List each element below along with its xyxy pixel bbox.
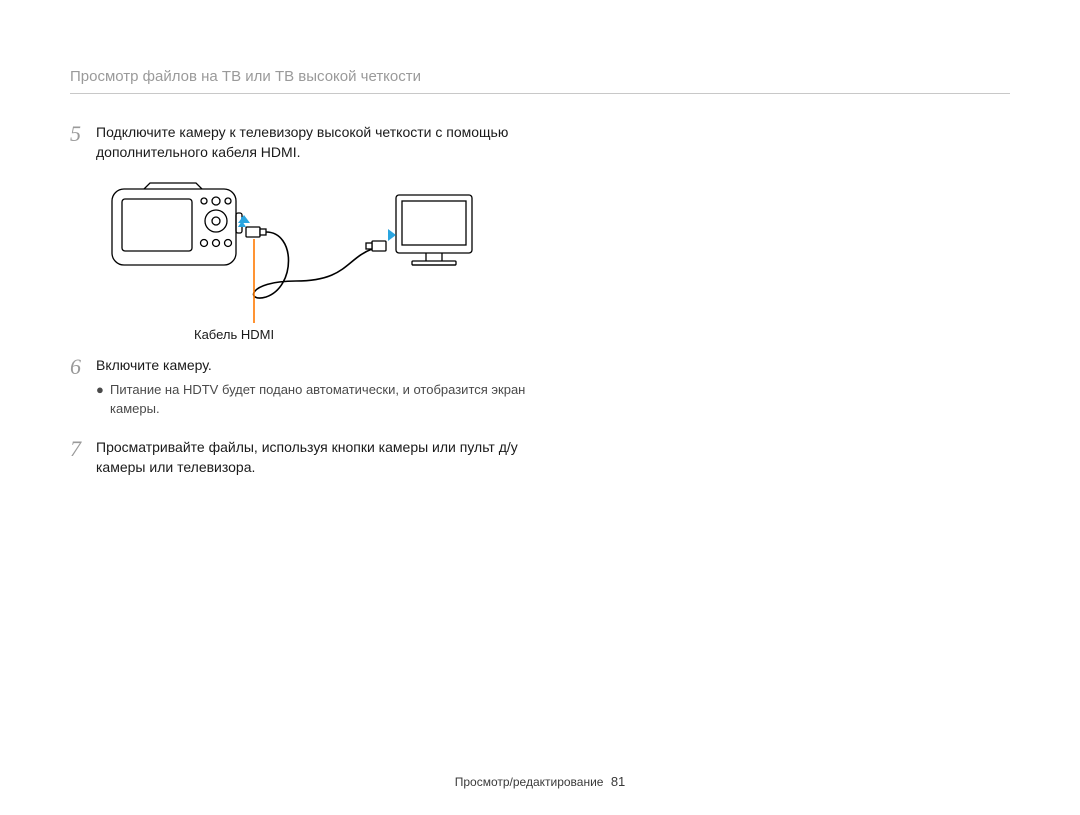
- bullet-dot-icon: ●: [96, 381, 110, 419]
- camera-icon: [112, 183, 242, 265]
- hdmi-connection-diagram: Кабель HDMI: [96, 177, 476, 347]
- arrow-camera: [238, 215, 250, 223]
- hdmi-plug-camera: [246, 227, 266, 237]
- step-7-text: Просматривайте файлы, используя кнопки к…: [96, 437, 550, 478]
- step-7: 7 Просматривайте файлы, используя кнопки…: [70, 437, 550, 478]
- step-5-text: Подключите камеру к телевизору высокой ч…: [96, 122, 550, 163]
- step-6: 6 Включите камеру. ● Питание на HDTV буд…: [70, 355, 550, 421]
- tv-icon: [396, 195, 472, 265]
- page-footer: Просмотр/редактирование 81: [0, 774, 1080, 789]
- step-6-number: 6: [70, 355, 96, 421]
- cable-label: Кабель HDMI: [194, 327, 274, 342]
- step-5: 5 Подключите камеру к телевизору высокой…: [70, 122, 550, 163]
- step-6-text: Включите камеру.: [96, 355, 550, 375]
- content-column: 5 Подключите камеру к телевизору высокой…: [70, 122, 550, 477]
- step-5-number: 5: [70, 122, 96, 163]
- footer-section: Просмотр/редактирование: [455, 775, 604, 789]
- footer-page-number: 81: [611, 774, 625, 789]
- hdmi-plug-tv: [366, 241, 386, 251]
- step-6-bullet-1: ● Питание на HDTV будет подано автоматич…: [96, 381, 550, 419]
- page-header-title: Просмотр файлов на ТВ или ТВ высокой чет…: [70, 68, 1010, 94]
- arrow-tv: [388, 229, 396, 241]
- step-6-bullet-1-text: Питание на HDTV будет подано автоматичес…: [110, 381, 550, 419]
- step-7-number: 7: [70, 437, 96, 478]
- hdmi-cable: [254, 232, 372, 298]
